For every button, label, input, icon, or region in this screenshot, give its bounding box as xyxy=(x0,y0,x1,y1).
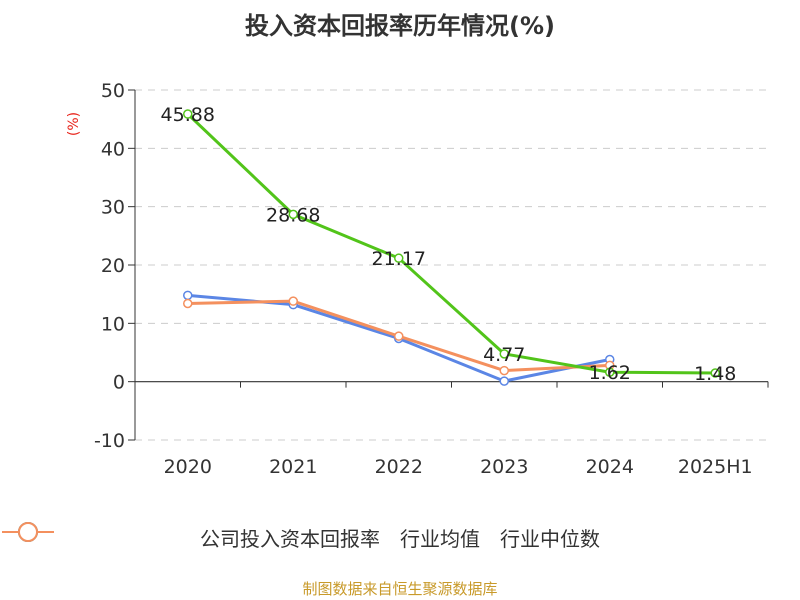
data-point xyxy=(499,376,509,386)
data-label: 1.48 xyxy=(694,363,736,385)
data-point xyxy=(394,331,404,341)
y-tick-label: 50 xyxy=(101,80,125,102)
x-tick-label: 2022 xyxy=(375,456,423,478)
data-point xyxy=(394,253,404,263)
data-label: 21.17 xyxy=(372,248,426,270)
data-point xyxy=(183,109,193,119)
x-tick-label: 2025H1 xyxy=(678,456,753,478)
y-tick-label: 40 xyxy=(101,138,125,160)
x-tick-label: 2023 xyxy=(480,456,528,478)
x-tick-label: 2021 xyxy=(269,456,317,478)
data-point xyxy=(183,290,193,301)
legend-item-industry-median[interactable]: 行业中位数 xyxy=(2,522,600,552)
y-tick-label: 30 xyxy=(101,197,125,219)
legend-label-industry-mean: 行业均值 xyxy=(400,526,480,551)
legend: 公司投入资本回报率 行业均值 行业中位数 xyxy=(0,520,800,554)
legend-swatch-industry-median xyxy=(2,522,54,542)
data-point xyxy=(499,349,509,359)
y-tick-label: 10 xyxy=(101,313,125,335)
source-note: 制图数据来自恒生聚源数据库 xyxy=(302,580,498,598)
legend-item-industry-mean[interactable]: 行业均值 xyxy=(2,522,480,552)
data-point xyxy=(499,365,509,376)
legend-item-company[interactable]: 公司投入资本回报率 xyxy=(2,522,380,552)
data-label: 4.77 xyxy=(483,344,525,366)
y-tick-label: 0 xyxy=(113,372,125,394)
chart-title: 投入资本回报率历年情况(%) xyxy=(245,12,555,40)
data-point xyxy=(288,209,298,220)
data-point xyxy=(710,368,720,378)
data-label: 45.88 xyxy=(161,104,215,126)
legend-label-company: 公司投入资本回报率 xyxy=(200,526,380,551)
x-tick-label: 2020 xyxy=(164,456,212,478)
y-tick-label: 20 xyxy=(101,255,125,277)
data-label: 28.68 xyxy=(266,204,320,226)
series-line xyxy=(186,112,716,375)
data-point xyxy=(183,298,193,309)
data-label: 1.62 xyxy=(589,362,631,384)
data-point xyxy=(605,367,615,377)
legend-label-industry-median: 行业中位数 xyxy=(500,526,600,551)
y-axis-unit: (%) xyxy=(66,112,82,136)
data-point xyxy=(288,296,298,306)
y-tick-label: -10 xyxy=(94,430,125,452)
x-tick-label: 2024 xyxy=(586,456,634,478)
